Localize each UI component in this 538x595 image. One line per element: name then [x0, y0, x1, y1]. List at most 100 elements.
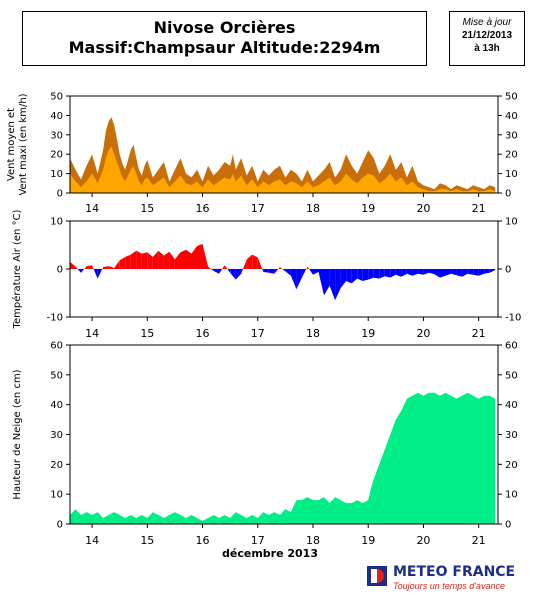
wind-mean-area — [70, 146, 496, 193]
temperature-segment — [230, 269, 236, 280]
temperature-segment — [81, 269, 85, 273]
y-tick-label-left: 10 — [50, 169, 63, 180]
y-tick-label-left: 30 — [50, 430, 63, 441]
temperature-segment — [75, 266, 78, 269]
temperature-segment — [86, 265, 93, 269]
temperature-segment — [130, 250, 137, 269]
temperature-segment — [451, 269, 457, 276]
y-tick-label-left: 40 — [50, 111, 63, 122]
y-tick-label-left: 0 — [57, 189, 63, 200]
temperature-segment — [285, 269, 291, 276]
temperature-segment — [84, 266, 87, 269]
y-tick-label-left: 10 — [50, 490, 63, 501]
x-tick-label: 15 — [140, 534, 154, 547]
temperature-segment — [351, 269, 358, 284]
y-tick-label-right: 10 — [505, 169, 518, 180]
meteo-france-logo: METEO FRANCE Toujours un temps d'avance — [367, 562, 532, 592]
update-time: à 13h — [474, 43, 500, 54]
temperature-segment — [445, 269, 452, 276]
temperature-segment — [401, 269, 407, 277]
x-tick-label: 15 — [140, 202, 154, 215]
x-tick-label: 16 — [196, 327, 210, 340]
temperature-segment — [243, 259, 247, 269]
x-tick-label: 21 — [472, 534, 486, 547]
station-massif-altitude: Massif:Champsaur Altitude:2294m — [68, 38, 381, 57]
temperature-segment — [434, 269, 440, 278]
x-tick-label: 20 — [416, 202, 430, 215]
y-tick-label-right: 60 — [505, 341, 518, 352]
temperature-segment — [335, 269, 341, 301]
y-tick-label-right: 50 — [505, 92, 518, 103]
y-axis-label: Vent moyen et — [6, 108, 17, 181]
y-tick-label-right: 20 — [505, 150, 518, 161]
x-tick-label: 19 — [361, 202, 375, 215]
temperature-segment — [417, 269, 424, 275]
y-tick-label-right: 0 — [505, 520, 511, 531]
temperature-segment — [262, 269, 264, 272]
temperature-segment — [290, 269, 297, 290]
station-title-box: Nivose Orcières Massif:Champsaur Altitud… — [22, 11, 427, 66]
y-tick-label-left: -10 — [47, 313, 63, 324]
temperature-segment — [180, 249, 186, 269]
temperature-segment — [263, 269, 269, 273]
temperature-segment — [158, 250, 164, 269]
temperature-segment — [235, 269, 242, 280]
temperature-segment — [384, 269, 391, 278]
x-tick-label: 14 — [85, 534, 99, 547]
y-tick-label-left: 50 — [50, 370, 63, 381]
update-label: Mise à jour — [462, 17, 512, 28]
x-tick-label: 14 — [85, 327, 99, 340]
x-tick-label: 18 — [306, 327, 320, 340]
x-tick-label: 16 — [196, 202, 210, 215]
update-info-box: Mise à jour 21/12/2013 à 13h — [449, 11, 525, 66]
temperature-segment — [136, 250, 142, 269]
temperature-segment — [93, 269, 98, 279]
temperature-segment — [252, 254, 258, 269]
temperature-segment — [141, 252, 148, 269]
temperature-segment — [412, 269, 418, 276]
x-tick-label: 16 — [196, 534, 210, 547]
temperature-segment — [279, 267, 283, 269]
temperature-segment — [324, 269, 330, 296]
chart-panel-2: -10 -10 0 0 10 10 14 15 16 17 18 19 20 21 Température … — [11, 209, 521, 340]
temperature-segment — [484, 269, 490, 274]
temperature-segment — [440, 269, 446, 278]
temperature-segment — [197, 244, 203, 269]
y-tick-label-right: 40 — [505, 400, 518, 411]
y-tick-label-right: 0 — [505, 265, 511, 276]
x-tick-label: 14 — [85, 202, 99, 215]
temperature-segment — [222, 265, 225, 269]
temperature-segment — [340, 269, 347, 289]
temperature-segment — [191, 246, 197, 269]
temperature-segment — [373, 269, 380, 279]
temperature-segment — [478, 269, 485, 276]
temperature-segment — [390, 269, 396, 278]
temperature-segment — [489, 269, 496, 273]
temperature-segment — [147, 252, 153, 269]
temperature-segment — [429, 269, 435, 275]
y-tick-label-left: 0 — [57, 265, 63, 276]
temperature-segment — [357, 269, 363, 281]
temperature-segment — [406, 269, 413, 276]
temperature-segment — [70, 261, 76, 269]
temperature-segment — [368, 269, 374, 280]
temperature-segment — [473, 269, 479, 276]
temperature-segment — [108, 266, 115, 269]
plot-frame — [69, 95, 499, 194]
temperature-segment — [208, 266, 212, 269]
x-tick-label: 18 — [306, 202, 320, 215]
x-tick-label: 21 — [472, 202, 486, 215]
temperature-segment — [278, 267, 280, 269]
temperature-segment — [318, 269, 324, 296]
temperature-segment — [119, 257, 126, 269]
x-tick-label: 19 — [361, 534, 375, 547]
y-tick-label-right: 30 — [505, 430, 518, 441]
temperature-segment — [169, 251, 175, 269]
temperature-segment — [97, 269, 103, 279]
y-tick-label-left: 40 — [50, 400, 63, 411]
temperature-segment — [219, 269, 223, 274]
temperature-segment — [379, 269, 385, 279]
y-axis-label: Hauteur de Neige (en cm) — [12, 369, 23, 499]
temperature-segment — [186, 249, 192, 269]
temperature-segment — [309, 269, 313, 275]
